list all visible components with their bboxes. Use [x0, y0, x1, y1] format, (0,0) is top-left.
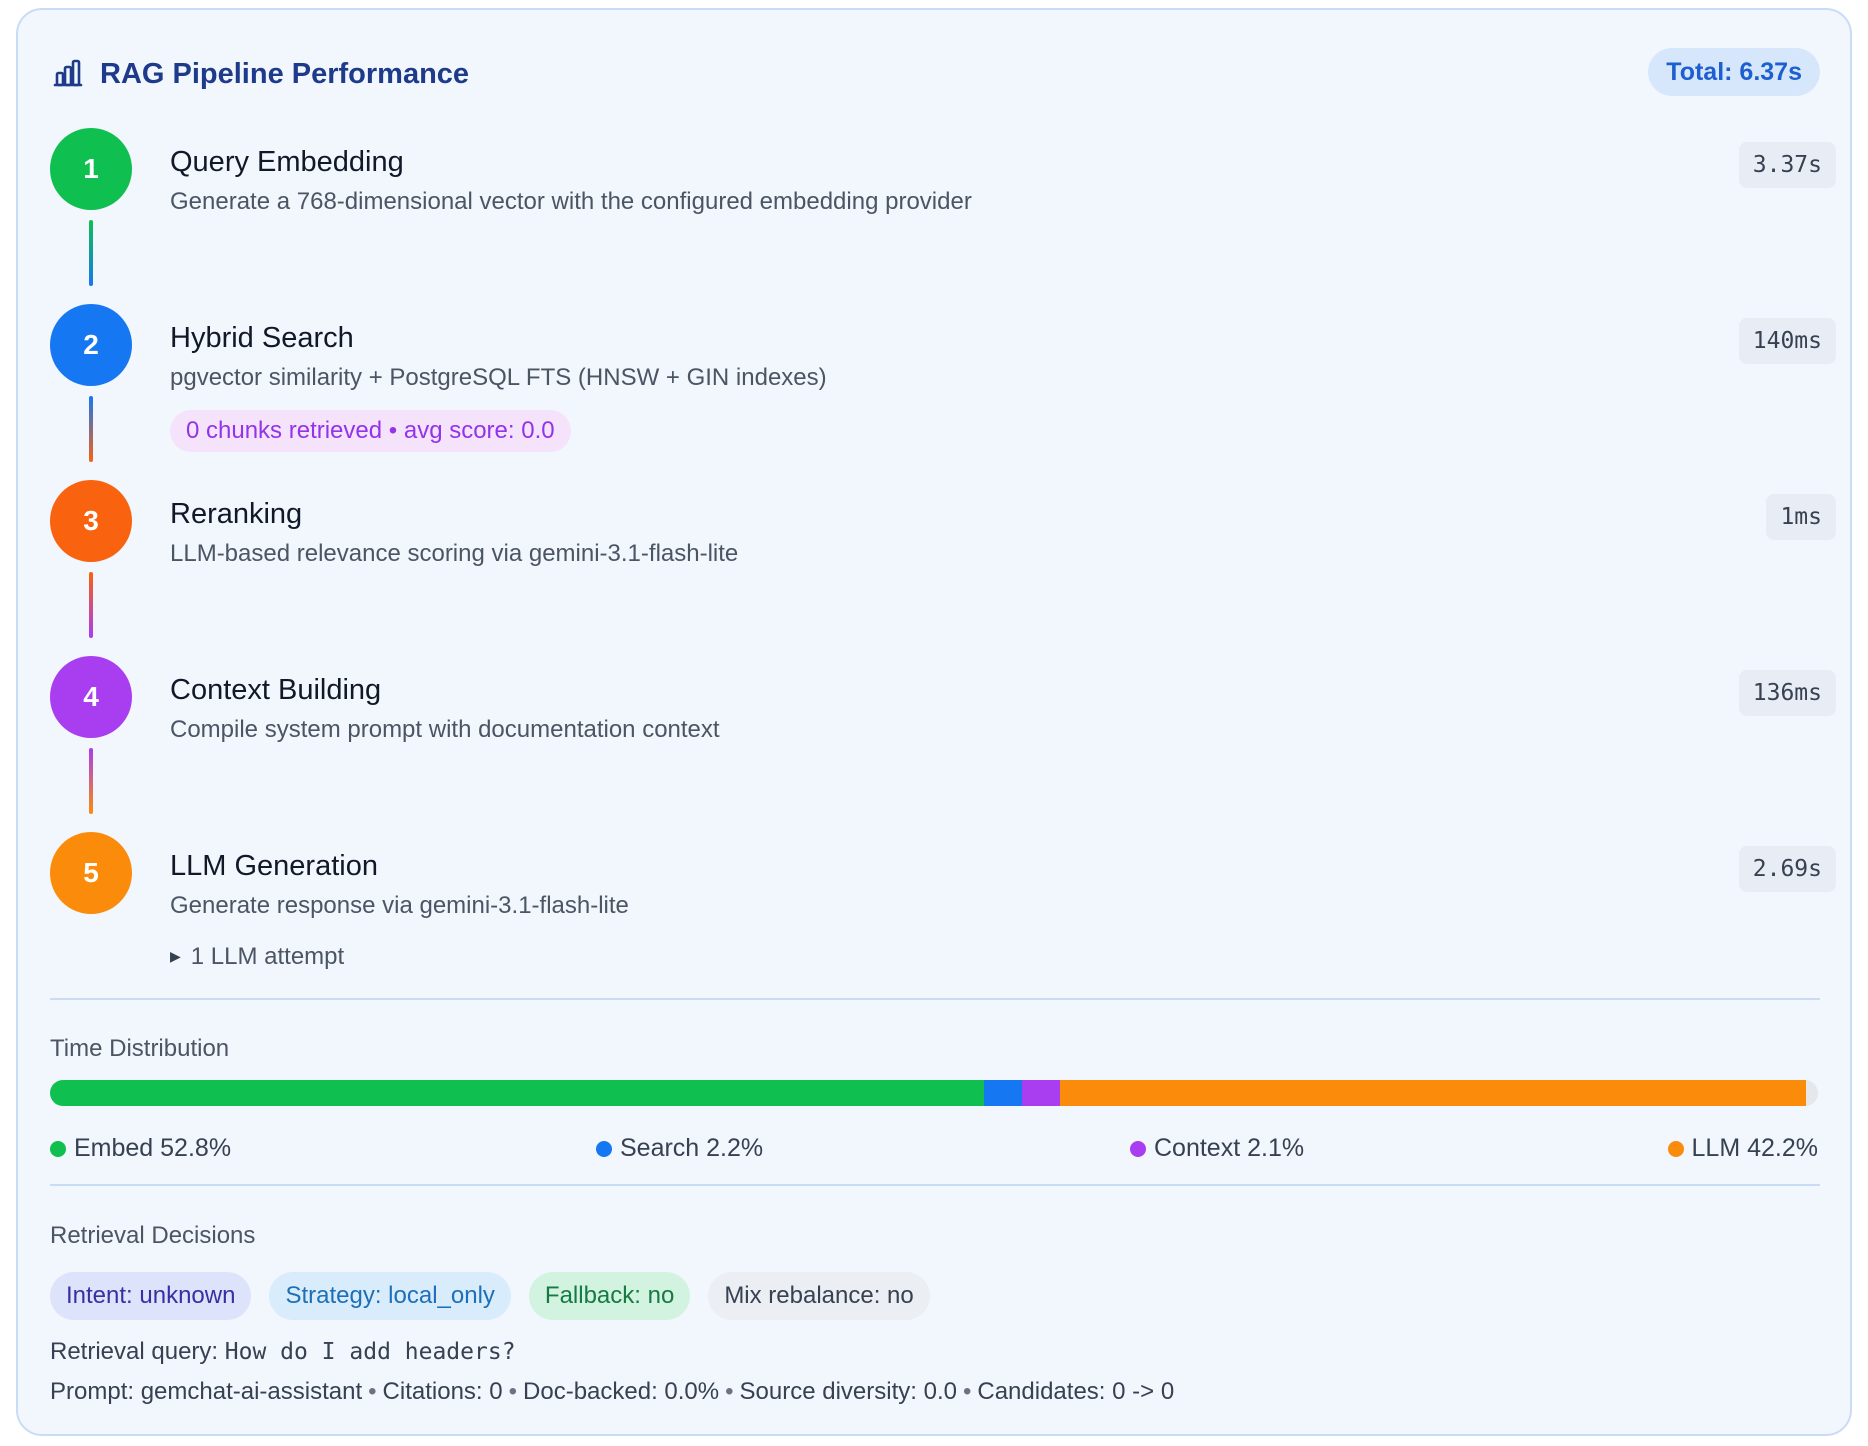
citations-stat: Citations: 0 [382, 1378, 503, 1405]
step-description: pgvector similarity + PostgreSQL FTS (HN… [170, 364, 827, 391]
strategy-chip: Strategy: local_only [269, 1272, 511, 1320]
total-time-badge: Total: 6.37s [1648, 48, 1820, 96]
separator-dot: • [368, 1378, 377, 1405]
prompt-value: gemchat-ai-assistant [140, 1378, 363, 1405]
step-duration: 136ms [1738, 670, 1836, 716]
step-connector [89, 748, 93, 814]
step-number: 4 [50, 656, 132, 738]
doc-backed-stat: Doc-backed: 0.0% [523, 1378, 720, 1405]
step-title: Context Building [170, 674, 382, 706]
step-llm-generation: 5 LLM Generation Generate response via g… [50, 826, 1836, 1002]
card-header: RAG Pipeline Performance Total: 6.37s [52, 44, 1820, 104]
step-description: Generate a 768-dimensional vector with t… [170, 188, 972, 215]
legend-item-embed: Embed 52.8% [50, 1130, 231, 1166]
retrieval-query-value: How do I add headers? [224, 1339, 516, 1365]
legend-dot [1130, 1141, 1146, 1157]
step-query-embedding: 1 Query Embedding Generate a 768-dimensi… [50, 122, 1836, 298]
legend-item-context: Context 2.1% [1130, 1130, 1304, 1166]
llm-attempts-toggle[interactable]: ▶ 1 LLM attempt [170, 938, 344, 974]
step-reranking: 3 Reranking LLM-based relevance scoring … [50, 474, 1836, 650]
step-description: Generate response via gemini-3.1-flash-l… [170, 892, 629, 919]
step-number: 3 [50, 480, 132, 562]
retrieval-stats: Prompt: gemchat-ai-assistant • Citations: … [50, 1378, 1174, 1406]
step-duration: 2.69s [1738, 846, 1836, 892]
legend-label: Embed 52.8% [74, 1134, 232, 1162]
separator-dot: • [725, 1378, 734, 1405]
page-title: RAG Pipeline Performance [100, 58, 470, 90]
step-duration: 1ms [1766, 494, 1836, 540]
separator-dot: • [962, 1378, 972, 1405]
retrieval-decisions-label: Retrieval Decisions [50, 1222, 256, 1249]
step-number: 1 [50, 128, 132, 210]
step-title: Reranking [170, 498, 303, 530]
legend-label: Search 2.2% [620, 1134, 764, 1162]
step-title: LLM Generation [170, 850, 378, 882]
step-connector [89, 572, 93, 638]
step-duration: 140ms [1738, 318, 1836, 364]
legend-label: Context 2.1% [1154, 1134, 1305, 1162]
intent-chip: Intent: unknown [50, 1272, 252, 1320]
step-hybrid-search: 2 Hybrid Search pgvector similarity + Po… [50, 298, 1836, 474]
legend-dot [50, 1141, 66, 1157]
retrieval-chips: Intent: unknown Strategy: local_only Fal… [50, 1272, 930, 1322]
legend-label: LLM 42.2% [1691, 1134, 1818, 1162]
separator-dot: • [508, 1378, 518, 1405]
legend-dot [1667, 1141, 1684, 1157]
candidates-stat: Candidates: 0 -> 0 [977, 1378, 1175, 1405]
step-title: Query Embedding [170, 146, 404, 178]
source-diversity-stat: Source diversity: 0.0 [739, 1378, 957, 1405]
legend-item-llm: LLM 42.2% [1667, 1130, 1818, 1166]
section-divider [50, 998, 1820, 1000]
prompt-label: Prompt: [50, 1378, 135, 1405]
time-distribution-legend: Embed 52.8% Search 2.2% Context 2.1% LLM… [50, 1130, 1818, 1166]
step-number: 5 [50, 832, 132, 914]
bar-segment-context [1022, 1080, 1060, 1106]
expand-triangle-icon: ▶ [170, 948, 181, 964]
step-description: LLM-based relevance scoring via gemini-3… [170, 540, 739, 567]
bar-chart-icon [53, 59, 83, 87]
step-connector [89, 396, 93, 462]
step-description: Compile system prompt with documentation… [170, 716, 720, 743]
section-divider [50, 1184, 1820, 1186]
fallback-chip: Fallback: no [528, 1272, 691, 1320]
step-duration: 3.37s [1738, 142, 1836, 188]
step-context-building: 4 Context Building Compile system prompt… [50, 650, 1836, 826]
mix-rebalance-chip: Mix rebalance: no [708, 1272, 930, 1320]
chunks-retrieved-badge: 0 chunks retrieved • avg score: 0.0 [170, 410, 571, 452]
bar-segment-search [983, 1080, 1023, 1106]
step-title: Hybrid Search [170, 322, 354, 354]
llm-attempts-label: 1 LLM attempt [190, 943, 345, 970]
step-connector [89, 220, 93, 286]
bar-segment-embed [50, 1080, 984, 1106]
retrieval-query-label: Retrieval query: [50, 1338, 219, 1365]
time-distribution-label: Time Distribution [50, 1035, 230, 1062]
time-distribution-bar [50, 1080, 1818, 1106]
pipeline-performance-card: RAG Pipeline Performance Total: 6.37s 1 … [16, 8, 1852, 1436]
retrieval-query: Retrieval query: How do I add headers? [50, 1338, 516, 1366]
step-number: 2 [50, 304, 132, 386]
legend-dot [596, 1141, 612, 1157]
legend-item-search: Search 2.2% [596, 1130, 763, 1166]
bar-segment-llm [1059, 1080, 1806, 1106]
